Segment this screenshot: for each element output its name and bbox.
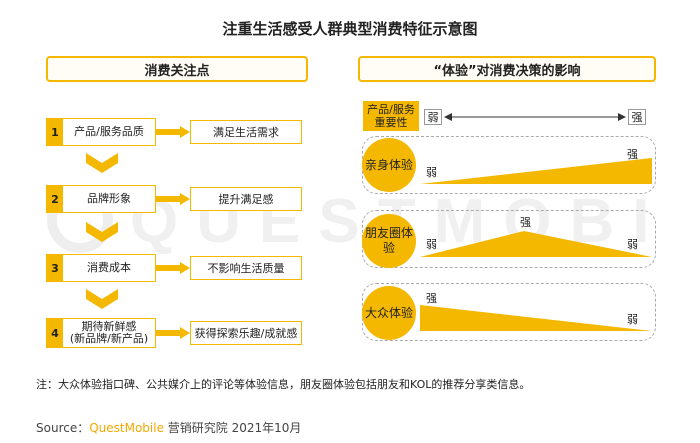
row-right-label: 弱 (627, 238, 638, 251)
row-peak-label: 强 (520, 216, 531, 229)
step-box-novelty: 4 期待新鲜感 (新品牌/新产品) (46, 318, 156, 348)
importance-strong-label: 强 (628, 109, 646, 125)
source-brand: QuestMobile (89, 421, 164, 435)
source-prefix: Source： (36, 421, 90, 435)
right-arrow-icon (156, 126, 190, 138)
step-label: 品牌形象 (87, 192, 131, 205)
chevron-down-icon (86, 153, 118, 173)
result-box-needs: 满足生活需求 (190, 120, 302, 144)
peak-triangle (420, 231, 652, 257)
importance-label: 产品/服务重要性 (363, 101, 419, 131)
result-box-satisfaction: 提升满足感 (190, 187, 302, 211)
result-box-exploration: 获得探索乐趣/成就感 (190, 321, 302, 345)
double-arrow-icon (444, 113, 626, 121)
step-number: 2 (47, 186, 63, 212)
right-section-header: “体验”对消费决策的影响 (358, 56, 656, 82)
row-left-label: 强 (426, 292, 437, 305)
step-number: 3 (47, 255, 63, 281)
row-left-label: 弱 (426, 238, 437, 251)
step-box-quality: 1 产品/服务品质 (46, 118, 156, 146)
row-left-label: 弱 (426, 166, 437, 179)
step-box-brand: 2 品牌形象 (46, 185, 156, 213)
right-arrow-icon (156, 262, 190, 274)
circle-public-experience: 大众体验 (362, 286, 416, 340)
circle-personal-experience: 亲身体验 (362, 138, 416, 192)
source-line: Source：QuestMobile 营销研究院 2021年10月 (36, 419, 301, 436)
row-right-label: 弱 (627, 313, 638, 326)
step-number: 4 (47, 319, 63, 347)
footnote: 注：大众体验指口碑、公共媒介上的评论等体验信息，朋友圈体验包括朋友和KOL的推荐… (36, 378, 531, 391)
importance-weak-label: 弱 (424, 109, 442, 125)
step-label: 消费成本 (87, 261, 131, 274)
chevron-down-icon (86, 222, 118, 242)
step-label: 产品/服务品质 (74, 125, 144, 138)
circle-friends-experience: 朋友圈体验 (362, 214, 416, 268)
decreasing-wedge (420, 305, 652, 331)
left-section-header: 消费关注点 (46, 56, 308, 82)
result-box-quality-of-life: 不影响生活质量 (190, 256, 302, 280)
source-suffix: 营销研究院 2021年10月 (163, 421, 302, 435)
right-arrow-icon (156, 327, 190, 339)
right-arrow-icon (156, 193, 190, 205)
increasing-wedge (420, 158, 652, 184)
step-label: 期待新鲜感 (新品牌/新产品) (69, 320, 149, 345)
chevron-down-icon (86, 289, 118, 309)
page-title: 注重生活感受人群典型消费特征示意图 (222, 20, 478, 38)
step-number: 1 (47, 119, 63, 145)
step-box-cost: 3 消费成本 (46, 254, 156, 282)
row-right-label: 强 (627, 148, 638, 161)
